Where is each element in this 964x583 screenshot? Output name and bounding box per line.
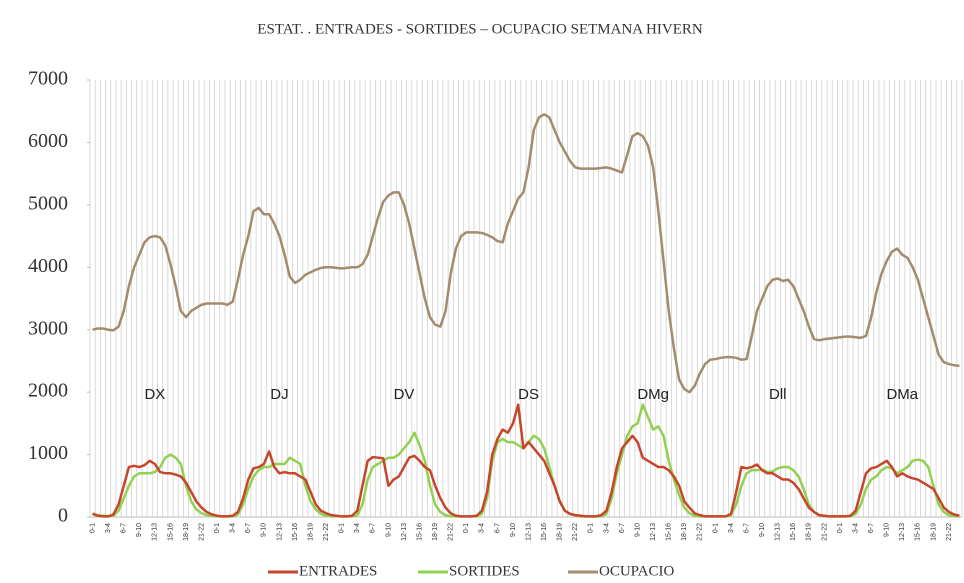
x-tick-label: 3-4 — [230, 523, 237, 533]
x-tick-label: 18-19 — [930, 523, 937, 541]
series-line — [92, 113, 960, 394]
x-tick-label: 15-16 — [666, 523, 673, 541]
x-tick-label: 3-4 — [852, 523, 859, 533]
x-tick-label: 21-22 — [323, 523, 330, 541]
y-tick-label: 3000 — [28, 317, 68, 339]
x-tick-label: 18-19 — [432, 523, 439, 541]
x-tick-label: 9-10 — [385, 523, 392, 537]
x-tick-label: 12-13 — [401, 523, 408, 541]
x-tick-label: 15-16 — [915, 523, 922, 541]
x-tick-label: 0-1 — [339, 523, 346, 533]
x-tick-label: 12-13 — [152, 523, 159, 541]
y-tick-label: 7000 — [28, 68, 68, 90]
x-tick-label: 3-4 — [728, 523, 735, 533]
x-tick-label: 0-1 — [214, 523, 221, 533]
day-label: DV — [394, 386, 415, 403]
x-tick-label: 18-19 — [557, 523, 564, 541]
y-tick-label: 4000 — [28, 255, 68, 277]
x-tick-label: 6-7 — [619, 523, 626, 533]
x-tick-label: 9-10 — [510, 523, 517, 537]
y-tick-label: 5000 — [28, 192, 68, 214]
x-tick-label: 3-4 — [603, 523, 610, 533]
x-tick-label: 12-13 — [650, 523, 657, 541]
series-line — [92, 403, 960, 518]
x-tick-label: 3-4 — [105, 523, 112, 533]
x-tick-label: 6-7 — [494, 523, 501, 533]
x-tick-label: 0-1 — [712, 523, 719, 533]
x-tick-label: 9-10 — [136, 523, 143, 537]
x-tick-label: 21-22 — [448, 523, 455, 541]
x-tick-label: 18-19 — [183, 523, 190, 541]
x-tick-label: 9-10 — [884, 523, 891, 537]
legend-label: ENTRADES — [299, 563, 377, 579]
x-tick-label: 12-13 — [276, 523, 283, 541]
day-label: DJ — [270, 386, 288, 403]
x-tick-label: 12-13 — [899, 523, 906, 541]
x-tick-label: 21-22 — [821, 523, 828, 541]
x-tick-label: 3-4 — [354, 523, 361, 533]
x-tick-label: 12-13 — [775, 523, 782, 541]
y-tick-label: 1000 — [28, 442, 68, 464]
x-tick-label: 15-16 — [292, 523, 299, 541]
x-tick-label: 18-19 — [307, 523, 314, 541]
x-tick-label: 15-16 — [790, 523, 797, 541]
x-tick-label: 6-7 — [743, 523, 750, 533]
x-tick-label: 21-22 — [572, 523, 579, 541]
x-tick-label: 6-7 — [121, 523, 128, 533]
x-tick-label: 6-7 — [868, 523, 875, 533]
x-tick-label: 6-7 — [245, 523, 252, 533]
x-tick-label: 12-13 — [525, 523, 532, 541]
x-tick-label: 18-19 — [681, 523, 688, 541]
y-tick-label: 6000 — [28, 130, 68, 152]
day-label: DMa — [886, 386, 918, 403]
x-tick-label: 3-4 — [479, 523, 486, 533]
x-tick-label: 21-22 — [697, 523, 704, 541]
x-tick-label: 6-7 — [370, 523, 377, 533]
x-tick-label: 0-1 — [837, 523, 844, 533]
x-tick-label: 21-22 — [946, 523, 953, 541]
x-tick-label: 0-1 — [588, 523, 595, 533]
legend-label: OCUPACIO — [599, 563, 674, 579]
legend-label: SORTIDES — [449, 563, 520, 579]
x-tick-label: 9-10 — [261, 523, 268, 537]
x-tick-label: 15-16 — [541, 523, 548, 541]
day-label: DMg — [637, 386, 669, 403]
chart-title: ESTAT. . ENTRADES - SORTIDES – OCUPACIO … — [257, 21, 703, 37]
x-tick-label: 0-1 — [89, 523, 96, 533]
x-tick-label: 21-22 — [198, 523, 205, 541]
x-tick-label: 9-10 — [759, 523, 766, 537]
x-tick-label: 9-10 — [634, 523, 641, 537]
y-tick-label: 2000 — [28, 380, 68, 402]
day-label: Dll — [769, 386, 787, 403]
x-tick-label: 15-16 — [167, 523, 174, 541]
day-label: DS — [518, 386, 539, 403]
x-tick-label: 18-19 — [806, 523, 813, 541]
day-label: DX — [144, 386, 165, 403]
x-tick-label: 15-16 — [416, 523, 423, 541]
y-tick-label: 0 — [58, 505, 68, 527]
x-tick-label: 0-1 — [463, 523, 470, 533]
